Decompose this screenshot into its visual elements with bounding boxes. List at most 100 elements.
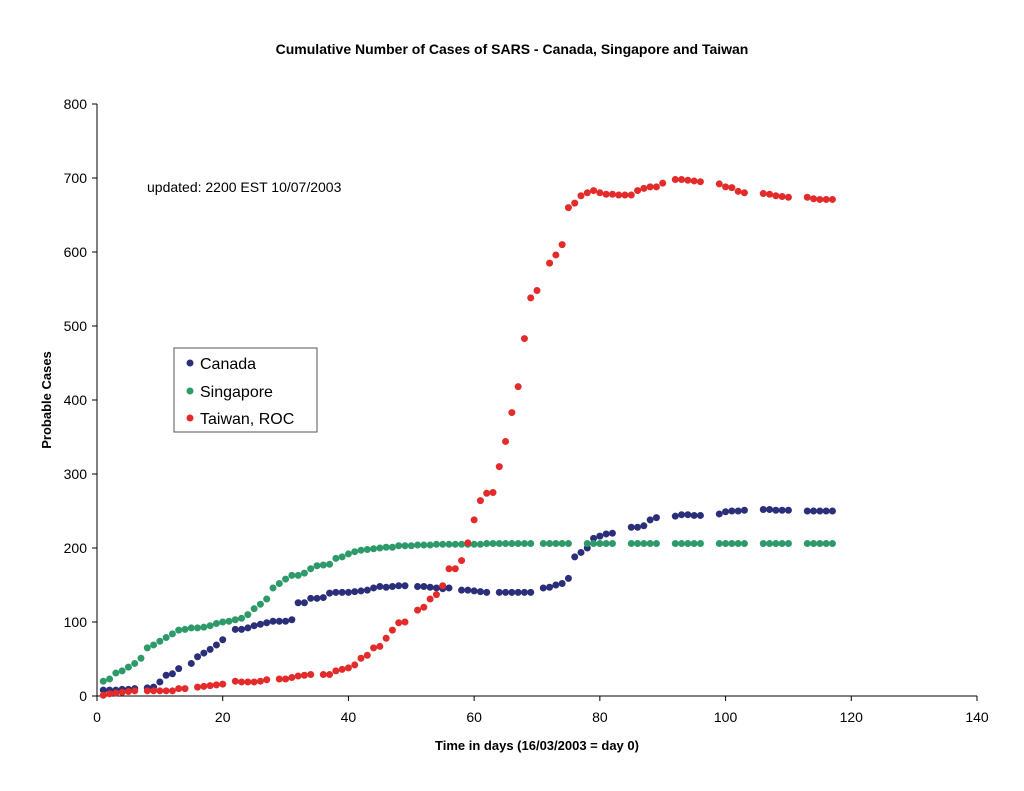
point-taiwan-roc: [634, 187, 642, 195]
point-canada: [307, 594, 315, 602]
point-singapore: [470, 540, 478, 548]
point-taiwan-roc: [590, 187, 598, 195]
point-singapore: [646, 540, 654, 548]
point-taiwan-roc: [728, 184, 736, 192]
point-canada: [395, 582, 403, 590]
y-ticks: 0 100 200 300 400 500 600 700 800: [64, 96, 97, 704]
point-singapore: [627, 540, 635, 548]
point-taiwan-roc: [263, 676, 271, 684]
point-canada: [608, 529, 616, 537]
point-singapore: [225, 617, 233, 625]
point-canada: [696, 511, 704, 519]
point-canada: [200, 649, 208, 657]
point-singapore: [527, 540, 535, 548]
point-taiwan-roc: [432, 591, 440, 599]
point-canada: [458, 586, 466, 594]
point-canada: [778, 506, 786, 514]
point-canada: [464, 586, 472, 594]
point-taiwan-roc: [131, 687, 139, 695]
series-taiwan-roc: [99, 175, 836, 699]
point-singapore: [326, 560, 334, 568]
point-canada: [168, 670, 176, 678]
point-canada: [187, 659, 195, 667]
point-taiwan-roc: [382, 634, 390, 642]
point-singapore: [539, 540, 547, 548]
point-taiwan-roc: [401, 618, 409, 626]
point-singapore: [558, 540, 566, 548]
point-singapore: [696, 540, 704, 548]
legend-label-singapore: Singapore: [200, 384, 273, 401]
point-taiwan-roc: [646, 183, 654, 191]
point-singapore: [200, 623, 208, 631]
point-canada: [684, 511, 692, 519]
point-taiwan-roc: [256, 677, 264, 685]
point-singapore: [520, 540, 528, 548]
point-canada: [715, 510, 723, 518]
y-tick-label: 100: [64, 614, 88, 630]
point-canada: [514, 588, 522, 596]
point-canada: [571, 553, 579, 561]
point-singapore: [828, 540, 836, 548]
point-singapore: [439, 540, 447, 548]
point-singapore: [194, 624, 202, 632]
point-taiwan-roc: [495, 463, 503, 471]
point-singapore: [684, 540, 692, 548]
point-taiwan-roc: [238, 678, 246, 686]
point-singapore: [602, 540, 610, 548]
point-singapore: [728, 540, 736, 548]
point-taiwan-roc: [734, 187, 742, 195]
point-taiwan-roc: [212, 681, 220, 689]
point-canada: [652, 514, 660, 522]
point-singapore: [219, 618, 227, 626]
point-canada: [546, 583, 554, 591]
point-canada: [470, 587, 478, 595]
point-singapore: [652, 540, 660, 548]
point-singapore: [690, 540, 698, 548]
point-singapore: [514, 540, 522, 548]
point-singapore: [596, 540, 604, 548]
y-tick-label: 600: [64, 244, 88, 260]
point-singapore: [313, 562, 321, 570]
point-singapore: [388, 543, 396, 551]
point-taiwan-roc: [577, 192, 585, 200]
legend-marker-taiwan: [186, 414, 194, 422]
point-taiwan-roc: [464, 539, 472, 547]
point-taiwan-roc: [722, 183, 730, 191]
y-tick-label: 700: [64, 170, 88, 186]
point-singapore: [150, 641, 158, 649]
point-taiwan-roc: [420, 603, 428, 611]
point-singapore: [238, 614, 246, 622]
point-singapore: [288, 571, 296, 579]
point-canada: [275, 617, 283, 625]
point-canada: [238, 625, 246, 633]
point-taiwan-roc: [684, 176, 692, 184]
point-canada: [602, 530, 610, 538]
point-canada: [376, 582, 384, 590]
point-singapore: [810, 540, 818, 548]
point-canada: [590, 534, 598, 542]
point-canada: [206, 645, 214, 653]
point-singapore: [451, 540, 459, 548]
x-tick-label: 20: [215, 709, 231, 725]
point-singapore: [212, 619, 220, 627]
point-taiwan-roc: [219, 680, 227, 688]
point-taiwan-roc: [344, 664, 352, 672]
point-canada: [414, 582, 422, 590]
x-tick-label: 140: [965, 709, 989, 725]
legend-entry-canada: Canada: [186, 356, 256, 373]
point-canada: [332, 588, 340, 596]
point-singapore: [722, 540, 730, 548]
point-canada: [432, 584, 440, 592]
point-singapore: [401, 542, 409, 550]
point-singapore: [307, 565, 315, 573]
point-taiwan-roc: [659, 179, 667, 187]
point-taiwan-roc: [275, 675, 283, 683]
point-taiwan-roc: [181, 685, 189, 693]
point-taiwan-roc: [514, 383, 522, 391]
point-singapore: [282, 575, 290, 583]
point-singapore: [187, 624, 195, 632]
point-singapore: [156, 637, 164, 645]
point-canada: [282, 617, 290, 625]
point-taiwan-roc: [156, 687, 164, 695]
